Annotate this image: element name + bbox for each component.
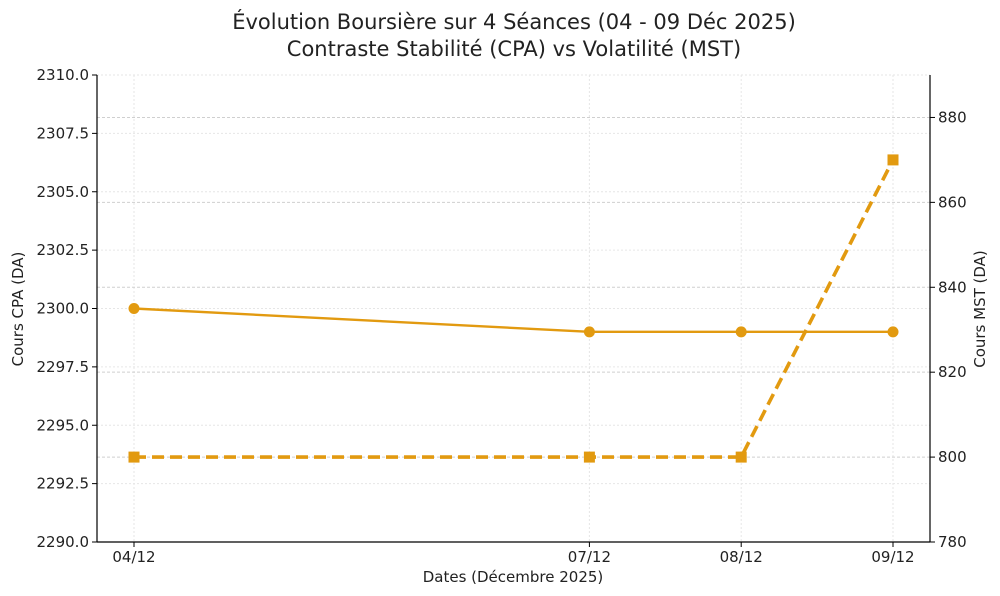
series-right-point-2 [735, 451, 747, 463]
y-left-tick-label-8: 2310.0 [37, 66, 90, 84]
series-right-point-1 [583, 451, 595, 463]
series-line-left [133, 307, 893, 334]
series-left-point-0 [128, 303, 140, 314]
x-tick-label-1: 07/12 [568, 548, 611, 566]
series-line-right [134, 159, 895, 459]
series-left-point-2 [735, 326, 747, 338]
y-right-tick-label-3: 840 [938, 278, 967, 296]
y-right-tick-label-0: 780 [938, 533, 967, 551]
y-left-tick-label-4: 2300.0 [37, 300, 90, 318]
x-tick-label-2: 08/12 [720, 548, 763, 566]
y-right-tick-label-4: 860 [938, 193, 967, 211]
y-axis-right-label: Cours MST (DA) [971, 250, 989, 368]
series-right-point-3 [887, 154, 899, 166]
x-axis-label: Dates (Décembre 2025) [423, 568, 604, 586]
y-right-tick-label-5: 880 [938, 108, 967, 126]
y-left-tick-label-6: 2305.0 [37, 183, 90, 201]
y-left-tick-label-2: 2295.0 [37, 416, 90, 434]
y-left-tick-label-7: 2307.5 [37, 124, 90, 142]
y-left-tick-label-1: 2292.5 [37, 475, 90, 493]
y-right-tick-label-1: 800 [938, 448, 967, 466]
y-left-tick-label-3: 2297.5 [37, 358, 90, 376]
y-axis-left-label: Cours CPA (DA) [9, 252, 27, 367]
series-right-point-0 [128, 451, 140, 463]
chart-subtitle: Contraste Stabilité (CPA) vs Volatilité … [287, 37, 741, 61]
series-left-point-3 [887, 326, 899, 338]
series-left-point-1 [583, 326, 595, 338]
grid [97, 74, 930, 543]
y-left-tick-label-5: 2302.5 [37, 241, 90, 259]
x-tick-label-0: 04/12 [112, 548, 155, 566]
axes: 2290.0 2292.5 2295.0 2297.5 2300.0 2302.5 2305… [37, 66, 967, 566]
chart-title: Évolution Boursière sur 4 Séances (04 - … [232, 9, 796, 34]
series-layer [128, 154, 899, 463]
y-left-tick-label-0: 2290.0 [37, 533, 90, 551]
x-tick-label-3: 09/12 [871, 548, 914, 566]
y-right-tick-label-2: 820 [938, 363, 967, 381]
